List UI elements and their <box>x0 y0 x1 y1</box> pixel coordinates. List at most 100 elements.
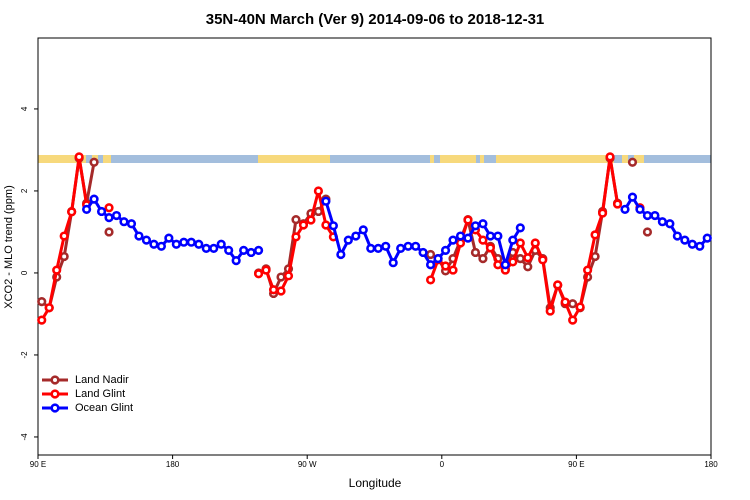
data-point <box>164 233 174 243</box>
x-tick-label: 90 E <box>568 460 584 469</box>
data-point <box>418 247 428 258</box>
data-point <box>403 241 413 251</box>
data-point <box>440 245 451 255</box>
data-point <box>224 245 234 255</box>
data-point <box>149 239 159 249</box>
data-point <box>523 253 533 263</box>
data-point <box>433 253 443 264</box>
data-point <box>695 241 705 251</box>
data-point <box>635 204 645 214</box>
data-point <box>239 245 249 255</box>
data-point <box>171 239 181 249</box>
data-point <box>583 265 593 275</box>
data-point <box>268 285 279 295</box>
data-point <box>209 243 219 253</box>
data-point <box>276 286 286 296</box>
data-point <box>321 220 331 230</box>
land-band <box>103 155 111 163</box>
data-point <box>388 258 398 268</box>
data-point <box>538 255 548 265</box>
data-point <box>485 231 496 241</box>
data-point <box>291 232 301 242</box>
data-point <box>590 230 600 240</box>
land-band <box>622 155 628 163</box>
data-point <box>440 261 451 271</box>
data-point <box>253 269 264 279</box>
data-point <box>59 251 69 262</box>
data-point <box>59 231 69 241</box>
data-point <box>111 210 122 221</box>
data-point <box>126 219 137 229</box>
data-point <box>470 221 481 231</box>
data-point <box>463 215 473 225</box>
data-point <box>500 260 510 270</box>
data-point <box>336 249 346 260</box>
data-point <box>366 243 376 253</box>
data-point <box>515 253 525 264</box>
data-point <box>358 225 368 235</box>
data-point <box>575 302 585 312</box>
data-point <box>306 215 316 225</box>
land-band <box>38 155 86 163</box>
ocean-band <box>38 155 711 163</box>
x-tick-label: 180 <box>166 460 180 469</box>
data-point <box>470 247 481 258</box>
data-point <box>515 238 525 248</box>
data-point <box>687 239 697 249</box>
data-point <box>276 272 286 282</box>
legend-label: Land Glint <box>75 388 125 400</box>
data-point <box>515 223 525 233</box>
x-tick-label: 180 <box>704 460 718 469</box>
data-point <box>253 245 264 255</box>
data-point <box>605 152 615 162</box>
x-axis-label: Longitude <box>349 476 402 490</box>
data-point <box>216 239 226 249</box>
data-point <box>478 219 488 229</box>
data-point <box>67 207 77 217</box>
legend-marker <box>50 375 60 385</box>
data-point <box>328 221 338 231</box>
data-point <box>343 235 353 245</box>
land-band <box>634 155 644 163</box>
data-point <box>44 303 54 313</box>
y-tick-label: 2 <box>20 188 29 193</box>
legend-marker <box>50 403 60 413</box>
data-point <box>104 203 114 213</box>
data-point <box>590 251 600 262</box>
data-point <box>627 192 638 202</box>
data-point <box>448 235 458 245</box>
data-point <box>89 194 99 204</box>
data-point <box>425 249 436 260</box>
data-point <box>313 186 324 196</box>
x-tick-label: 90 E <box>30 460 46 469</box>
data-point <box>351 231 361 241</box>
data-point <box>560 297 570 307</box>
data-point <box>478 235 488 245</box>
data-point <box>396 243 406 253</box>
data-point <box>493 260 503 270</box>
land-band <box>440 155 476 163</box>
data-point <box>493 231 503 241</box>
data-point <box>642 227 653 237</box>
land-band <box>430 155 434 163</box>
data-point <box>568 299 578 309</box>
data-point <box>298 220 309 230</box>
land-band <box>496 155 614 163</box>
legend: Land Nadir Land Glint Ocean Glint <box>42 374 133 414</box>
data-point <box>665 219 675 229</box>
data-point <box>568 315 578 325</box>
x-tick-label: 90 W <box>298 460 317 469</box>
data-point <box>104 212 114 223</box>
data-point <box>485 243 496 253</box>
data-point <box>141 235 152 245</box>
data-point <box>523 262 533 272</box>
data-point <box>411 241 421 251</box>
data-point <box>650 210 660 221</box>
data-point <box>74 152 84 162</box>
data-point <box>96 206 107 217</box>
data-point <box>508 235 518 245</box>
data-point <box>448 265 458 275</box>
data-point <box>201 243 211 253</box>
y-axis-label: XCO2 - MLO trend (ppm) <box>3 185 15 308</box>
data-point <box>283 271 294 281</box>
